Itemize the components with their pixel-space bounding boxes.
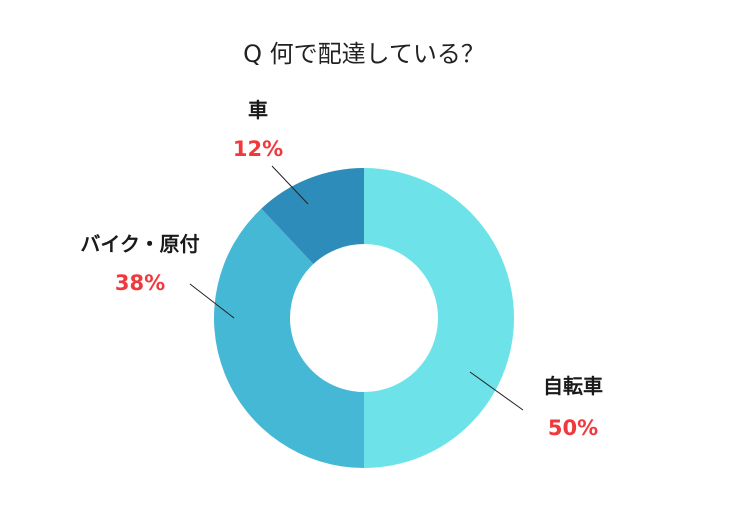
- leader-line-0: [469, 371, 524, 411]
- slice-value-label-2: 12%: [233, 137, 283, 161]
- donut-slices: [213, 168, 514, 468]
- donut-slice-1: [213, 208, 364, 468]
- slice-label-2: 車: [248, 98, 268, 122]
- leader-lines: [189, 165, 524, 411]
- donut-slice-2: [261, 168, 364, 265]
- slice-labels: 自転車 50% バイク・原付 38% 車 12%: [80, 98, 603, 440]
- chart-title: Q 何で配達している？: [243, 40, 485, 68]
- leader-line-1: [189, 283, 235, 319]
- slice-value-label-0: 50%: [548, 416, 598, 440]
- slice-label-1: バイク・原付: [80, 232, 199, 256]
- slice-value-label-1: 38%: [115, 271, 165, 295]
- leader-line-2: [271, 165, 309, 205]
- slice-label-0: 自転車: [543, 374, 603, 398]
- donut-slice-0: [364, 168, 514, 468]
